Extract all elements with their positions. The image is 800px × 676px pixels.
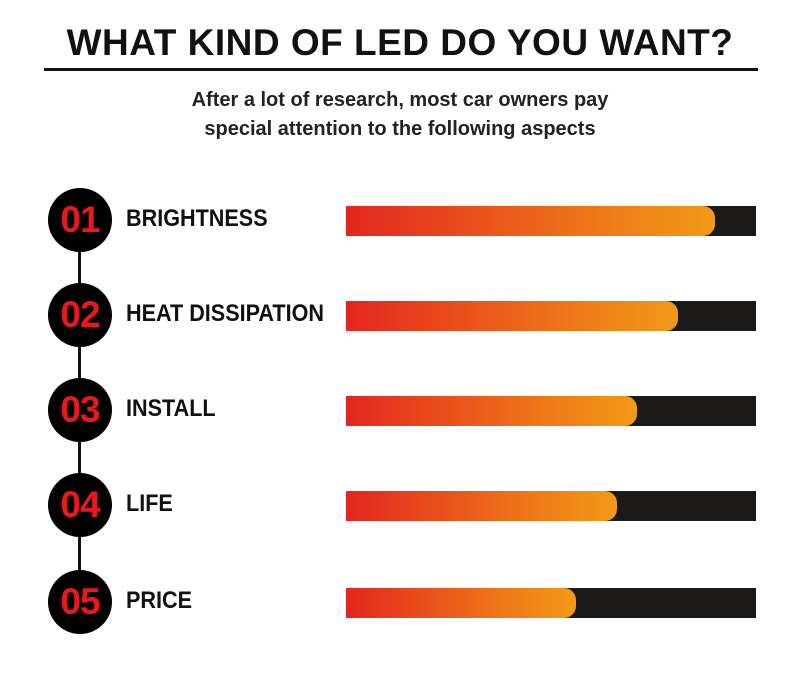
bar-fill	[346, 588, 576, 618]
connector-line	[78, 250, 81, 285]
category-label: PRICE	[126, 587, 193, 614]
bar-track	[346, 491, 756, 521]
number-text: 03	[60, 389, 100, 430]
category-label: HEAT DISSIPATION	[126, 300, 325, 327]
number-text: 01	[60, 199, 100, 240]
subtitle: After a lot of research, most car owners…	[0, 86, 800, 144]
bar-track	[346, 396, 756, 426]
number-badge: 05	[48, 570, 112, 634]
bar-fill	[346, 491, 617, 521]
connector-line	[78, 440, 81, 475]
bar-fill	[346, 396, 638, 426]
page-title: WHAT KIND OF LED DO YOU WANT?	[66, 22, 734, 63]
number-badge: 01	[48, 188, 112, 252]
title-underline	[44, 68, 758, 71]
bar-track	[346, 206, 756, 236]
category-label: INSTALL	[126, 395, 216, 422]
number-text: 05	[60, 581, 100, 622]
bar-track	[346, 588, 756, 618]
subtitle-line-2: special attention to the following aspec…	[204, 118, 596, 140]
number-text: 04	[60, 484, 100, 525]
bar-fill	[346, 301, 679, 331]
connector-line	[78, 345, 81, 380]
bar-fill	[346, 206, 715, 236]
subtitle-line-1: After a lot of research, most car owners…	[191, 89, 609, 111]
category-label: LIFE	[126, 490, 173, 517]
number-text: 02	[60, 294, 100, 335]
connector-line	[78, 535, 81, 572]
number-badge: 02	[48, 283, 112, 347]
category-label: BRIGHTNESS	[126, 205, 268, 232]
bar-track	[346, 301, 756, 331]
number-badge: 04	[48, 473, 112, 537]
number-badge: 03	[48, 378, 112, 442]
